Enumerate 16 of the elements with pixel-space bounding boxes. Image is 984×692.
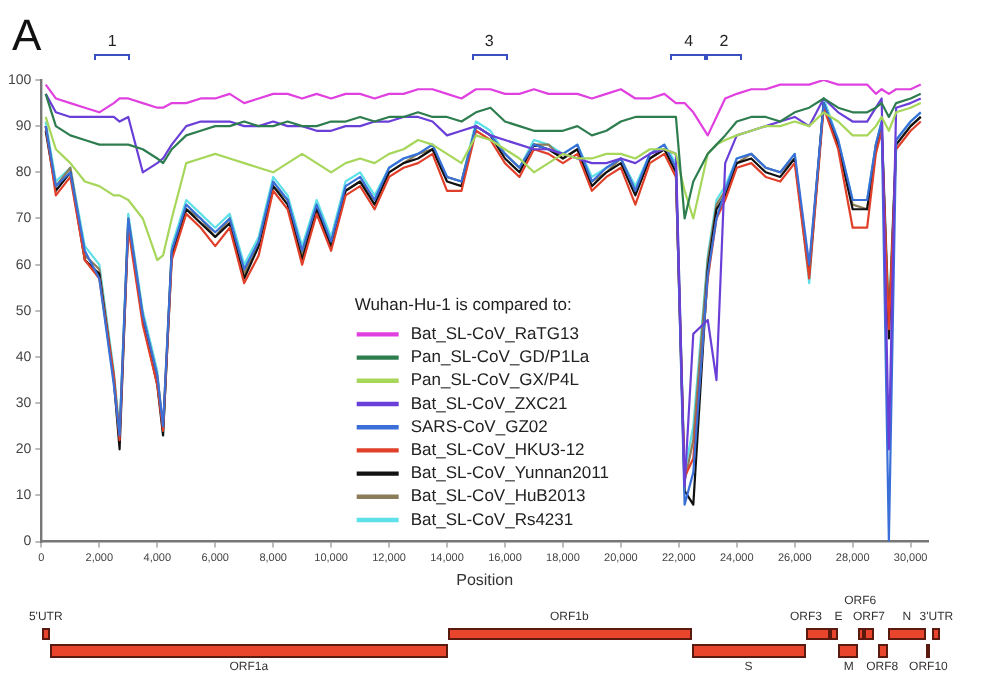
- legend-title: Wuhan-Hu-1 is compared to:: [354, 293, 572, 314]
- legend-label: Bat_SL-CoV_Rs4231: [410, 508, 574, 529]
- legend-label: SARS-CoV_GZ02: [410, 415, 549, 436]
- legend-label: Bat_SL-CoV_HuB2013: [410, 485, 587, 506]
- legend-label: Bat_SL-CoV_RaTG13: [410, 323, 580, 344]
- legend-label: Bat_SL-CoV_HKU3-12: [410, 439, 586, 460]
- text: 1: [105, 32, 119, 50]
- text: 3: [482, 32, 496, 50]
- legend-label: Pan_SL-CoV_GD/P1La: [410, 346, 590, 367]
- text: 4: [682, 32, 696, 50]
- legend-label: Pan_SL-CoV_GX/P4L: [410, 369, 580, 390]
- text: 2: [717, 32, 731, 50]
- legend-label: Bat_SL-CoV_ZXC21: [410, 392, 569, 413]
- x-axis-title: Position: [456, 570, 514, 589]
- legend-label: Bat_SL-CoV_Yunnan2011: [410, 462, 610, 483]
- text: A: [12, 10, 42, 61]
